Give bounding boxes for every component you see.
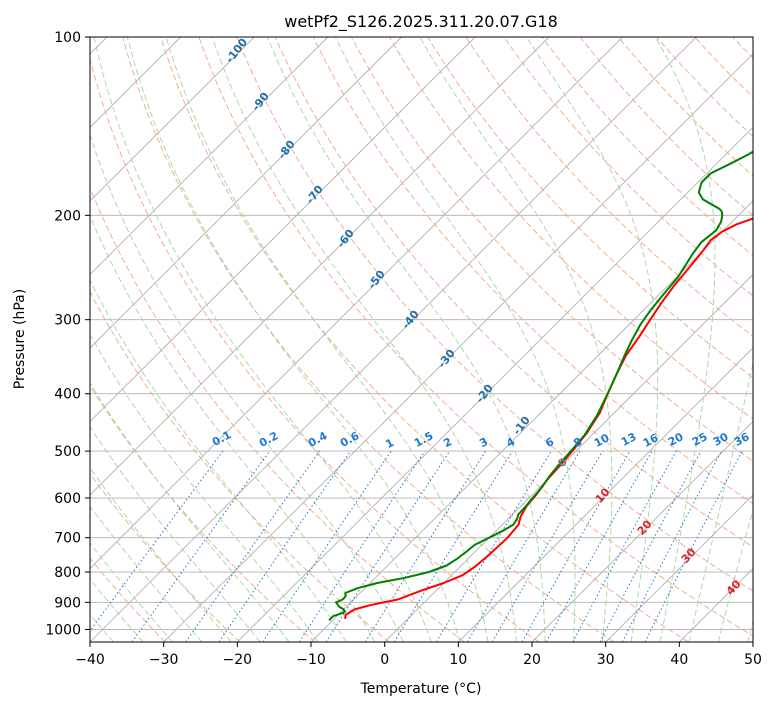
y-tick-label: 400 bbox=[54, 387, 81, 403]
y-tick-label: 800 bbox=[54, 565, 81, 581]
x-tick-label: 0 bbox=[380, 652, 389, 668]
y-tick-label: 900 bbox=[54, 595, 81, 611]
y-tick-label: 200 bbox=[54, 208, 81, 224]
x-tick-label: 10 bbox=[449, 652, 467, 668]
x-tick-label: 40 bbox=[670, 652, 688, 668]
x-tick-label: −10 bbox=[296, 652, 326, 668]
y-tick-label: 1000 bbox=[45, 622, 81, 638]
y-tick-label: 600 bbox=[54, 491, 81, 507]
y-tick-label: 300 bbox=[54, 313, 81, 329]
y-tick-label: 700 bbox=[54, 531, 81, 547]
y-tick-label: 100 bbox=[54, 30, 81, 46]
y-tick-label: 500 bbox=[54, 444, 81, 460]
x-tick-label: −40 bbox=[75, 652, 105, 668]
x-tick-label: −20 bbox=[223, 652, 253, 668]
x-tick-label: −30 bbox=[149, 652, 179, 668]
x-tick-label: 50 bbox=[744, 652, 762, 668]
x-tick-label: 20 bbox=[523, 652, 541, 668]
chart-title: wetPf2_S126.2025.311.20.07.G18 bbox=[284, 12, 558, 32]
x-axis-label: Temperature (°C) bbox=[360, 681, 482, 697]
y-axis-label: Pressure (hPa) bbox=[12, 289, 28, 389]
x-tick-label: 30 bbox=[597, 652, 615, 668]
